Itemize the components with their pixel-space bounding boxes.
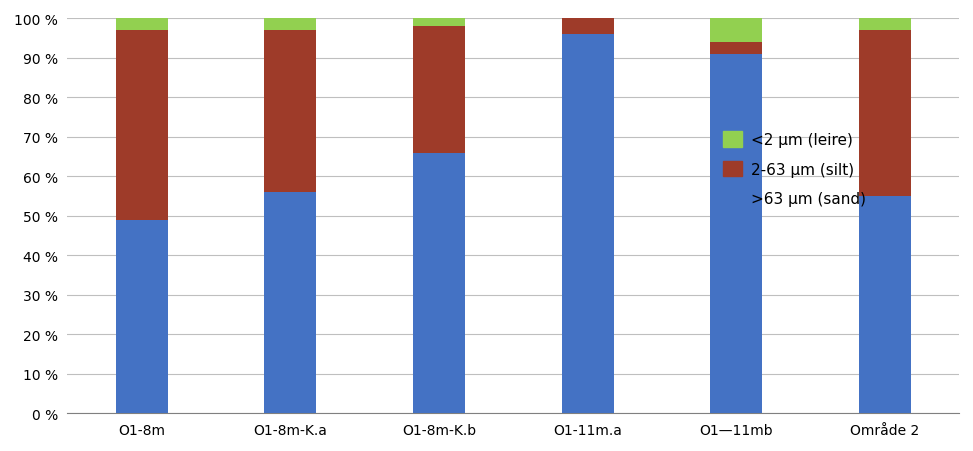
Bar [116, 31, 167, 221]
Bar [265, 31, 316, 193]
Bar [265, 19, 316, 31]
Bar [116, 19, 167, 31]
Bar [413, 27, 465, 153]
Bar [561, 35, 614, 414]
Bar [265, 193, 316, 414]
Bar [710, 19, 762, 43]
Bar [413, 19, 465, 27]
Bar [859, 19, 911, 31]
Bar [710, 55, 762, 414]
Bar [859, 197, 911, 414]
Bar [561, 19, 614, 35]
Bar [859, 31, 911, 197]
Legend: <2 μm (leire), 2-63 μm (silt), >63 μm (sand): <2 μm (leire), 2-63 μm (silt), >63 μm (s… [717, 125, 872, 213]
Bar [413, 153, 465, 414]
Bar [710, 43, 762, 55]
Bar [116, 221, 167, 414]
